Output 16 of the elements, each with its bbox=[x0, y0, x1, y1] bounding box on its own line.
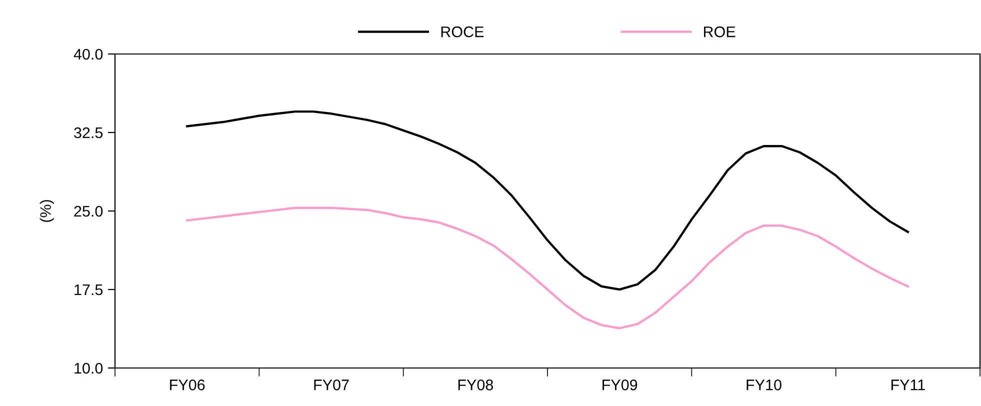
legend-label: ROE bbox=[704, 26, 736, 38]
x-tick-label: FY09 bbox=[602, 380, 638, 390]
y-tick-label: 25.0 bbox=[74, 206, 103, 217]
y-tick-label: 17.5 bbox=[74, 284, 103, 296]
y-tick-label: 32.5 bbox=[74, 127, 103, 138]
legend-label: ROCE bbox=[441, 26, 484, 38]
y-tick-label: 40.0 bbox=[74, 48, 103, 60]
line-series bbox=[186, 110, 910, 291]
x-tick-label: FY07 bbox=[314, 380, 349, 390]
y-tick-label: 10.0 bbox=[74, 362, 103, 374]
x-tick-label: FY06 bbox=[170, 380, 205, 390]
x-tick-label: FY08 bbox=[458, 380, 494, 390]
line-series bbox=[186, 206, 910, 330]
x-tick-label: FY11 bbox=[891, 380, 925, 390]
y-axis-title: (%) bbox=[40, 200, 54, 222]
x-tick-label: FY10 bbox=[746, 380, 782, 390]
